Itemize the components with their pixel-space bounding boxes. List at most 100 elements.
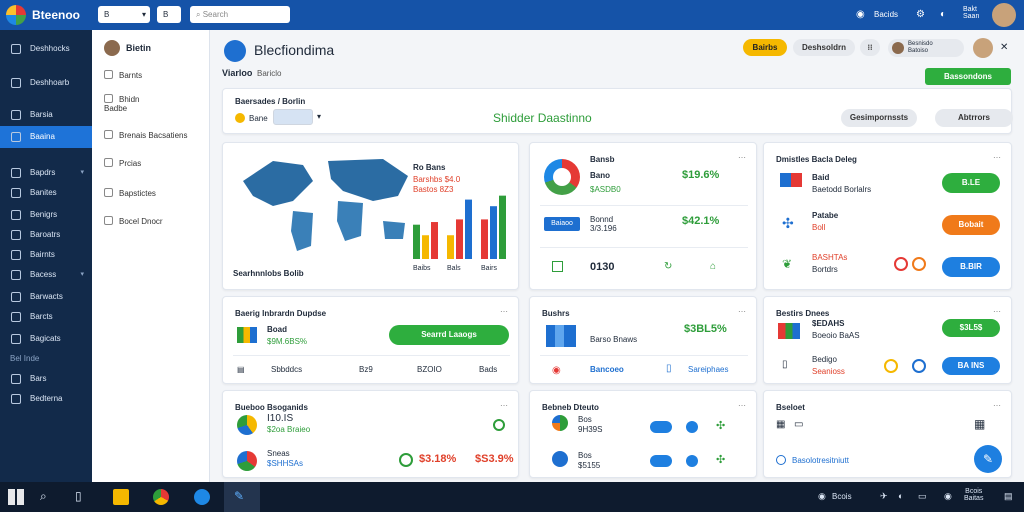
nav-item[interactable]: Barcts — [0, 306, 92, 328]
search-icon[interactable]: ⌕ — [40, 489, 47, 503]
nav-item[interactable]: Bairnts — [0, 244, 92, 266]
more-icon[interactable]: ⋯ — [738, 153, 746, 162]
dropdown-2[interactable]: B — [157, 6, 181, 23]
panel-item-icon — [104, 216, 113, 225]
profile-avatar[interactable] — [973, 38, 993, 58]
nav-item[interactable]: Barsia — [0, 104, 92, 126]
card-5-sub-1: Barso Bnaws — [590, 335, 638, 344]
bar — [499, 195, 506, 259]
user-avatar — [104, 40, 120, 56]
more-icon[interactable]: ⋯ — [500, 401, 508, 410]
nav-label: Benigrs — [30, 210, 58, 219]
card-4-button[interactable]: Searrd Laaogs — [389, 325, 509, 345]
nav-item[interactable]: Banites — [0, 182, 92, 204]
nav-label: Baaina — [30, 132, 55, 141]
user-chip-label: Besnisdo Batoiso — [908, 41, 933, 54]
list-item-1-button[interactable]: B.LE — [942, 173, 1000, 193]
panel-item[interactable]: Bocel Dnocr — [104, 216, 163, 226]
more-icon[interactable]: ⋯ — [993, 401, 1001, 410]
nav-item[interactable]: Bagicats — [0, 328, 92, 350]
coin-icon — [884, 359, 898, 373]
fab-button[interactable]: ✎ — [974, 445, 1002, 473]
card-6-button-1[interactable]: $3L5$ — [942, 319, 1000, 337]
breadcrumb-1[interactable]: Viarloo — [222, 68, 253, 78]
action-center-icon[interactable]: ▤ — [1004, 491, 1013, 501]
nav-item[interactable]: Deshhoarb — [0, 72, 92, 94]
battery-icon[interactable]: ▭ — [918, 491, 927, 501]
task-view-icon[interactable]: ▯ — [75, 489, 82, 503]
panel-item[interactable]: Prcias — [104, 158, 141, 168]
toggle-pill[interactable] — [650, 455, 672, 467]
toggle-pill[interactable] — [650, 421, 672, 433]
clock[interactable]: Bcois Baitas — [964, 488, 984, 502]
close-icon[interactable]: ✕ — [1000, 42, 1009, 53]
chrome-icon[interactable] — [153, 489, 169, 505]
check-icon — [399, 453, 413, 467]
primary-action-button[interactable]: Bassondons — [925, 68, 1011, 85]
calendar-icon[interactable]: ▦ — [974, 417, 986, 431]
nav-item[interactable]: Bacess ▾ — [0, 264, 92, 286]
windows-start-icon[interactable] — [8, 489, 24, 505]
gift-icon[interactable]: ⌂ — [710, 261, 717, 272]
pie-icon — [237, 415, 257, 435]
nav-item[interactable]: Barwacts — [0, 286, 92, 308]
nav-item[interactable]: Benigrs — [0, 204, 92, 226]
list-item-2-button[interactable]: Bobait — [942, 215, 1000, 235]
refresh-icon[interactable]: ↻ — [664, 261, 673, 272]
wifi-icon[interactable]: ✈ — [880, 491, 888, 501]
panel-item[interactable]: Bapstictes — [104, 188, 156, 198]
volume-icon[interactable]: ◐ — [898, 491, 904, 501]
chevron-down-icon[interactable]: ▾ — [317, 112, 322, 121]
yellow-button[interactable]: Bairbs — [743, 39, 787, 56]
bar — [447, 235, 454, 259]
more-icon[interactable]: ⋯ — [500, 307, 508, 316]
more-icon[interactable]: ⋯ — [993, 153, 1001, 162]
nav-item[interactable]: Bedterna — [0, 388, 92, 410]
dropdown-1[interactable]: B ▾ — [98, 6, 150, 23]
nav-item[interactable]: Bapdrs ▾ — [0, 162, 92, 184]
folder-icon[interactable] — [113, 489, 129, 505]
tool-icon: ✣ — [782, 215, 794, 231]
nav-label: Bars — [30, 374, 47, 383]
user-chip[interactable]: Besnisdo Batoiso — [888, 39, 964, 57]
help-icon[interactable]: ◐ — [940, 9, 947, 20]
notification-icon[interactable]: ◉ — [944, 491, 952, 501]
avatar[interactable] — [992, 3, 1016, 27]
nav-label: Bedterna — [30, 394, 63, 403]
settings-icon[interactable]: ⚙ — [916, 9, 925, 20]
bell-icon[interactable]: ◉ — [856, 9, 865, 20]
filter-button-2[interactable]: Abtrrors — [935, 109, 1013, 127]
menu-button[interactable]: ⁝⁝ — [860, 39, 880, 56]
edge-icon[interactable] — [194, 489, 210, 505]
filter-button-1[interactable]: Gesimpornssts — [841, 109, 917, 127]
card-8-row-1: Bos 9H39S — [578, 415, 603, 434]
building-icon — [546, 325, 576, 347]
dashboard-button[interactable]: Deshsoldrn — [793, 39, 855, 56]
list-item-3-button[interactable]: B.BIR — [942, 257, 1000, 277]
active-app-tile[interactable]: ✎ — [224, 482, 260, 512]
search-input[interactable]: ⌕ Search — [190, 6, 290, 23]
panel-item[interactable]: Barnts — [104, 70, 142, 80]
panel-item[interactable]: Brenais Bacsatiens — [104, 130, 187, 140]
square-icon — [552, 261, 563, 272]
donut-chart — [544, 159, 580, 195]
breadcrumb-2[interactable]: Bariclo — [257, 69, 282, 78]
nav-item[interactable]: Baroatrs — [0, 224, 92, 246]
map-card: Searhnnlobs Bolib Ro Bans Barshbs $4.0 B… — [222, 142, 519, 290]
donut-card: Bansb Bano $ASDB0 $19.6% ⋯ Baiaoo Bonnd … — [529, 142, 757, 290]
more-icon[interactable]: ⋯ — [993, 307, 1001, 316]
more-icon[interactable]: ⋯ — [738, 307, 746, 316]
nav-item[interactable]: Baaina — [0, 126, 92, 148]
nav-item[interactable]: Bars — [0, 368, 92, 390]
nav-icon — [11, 210, 21, 220]
nav-label: Bagicats — [30, 334, 61, 343]
card-4-row-1: Sbbddcs — [271, 365, 303, 374]
nav-item[interactable]: Deshhocks — [0, 38, 92, 60]
more-icon[interactable]: ⋯ — [738, 401, 746, 410]
filter-select[interactable] — [273, 109, 313, 125]
nav-icon — [11, 292, 21, 302]
card-6-button-2[interactable]: BA INS — [942, 357, 1000, 375]
filter-icon — [235, 113, 245, 123]
panel-item[interactable]: Bhidn Badbe — [104, 94, 139, 113]
network-icon[interactable]: ◉ — [818, 491, 826, 501]
